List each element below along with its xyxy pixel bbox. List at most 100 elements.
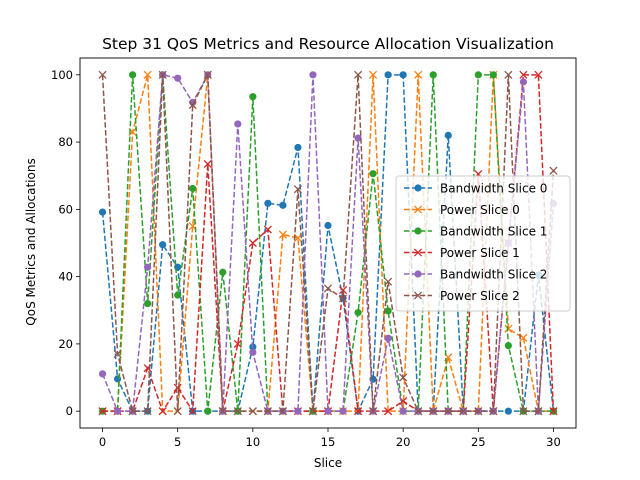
data-point: [429, 71, 437, 79]
data-point: [204, 407, 212, 415]
data-point: [218, 407, 227, 416]
data-point: [279, 201, 287, 209]
data-point: [399, 71, 407, 79]
legend: Bandwidth Slice 0 Power Slice 0 Bandwidth …: [395, 175, 571, 312]
data-point: [324, 407, 332, 415]
data-point: [354, 134, 362, 142]
y-tick-label: 0: [66, 404, 73, 418]
y-tick-label: 60: [58, 202, 73, 216]
data-point: [174, 291, 182, 299]
data-point: [219, 268, 227, 276]
data-point: [399, 373, 408, 382]
data-point: [399, 407, 407, 415]
data-point: [98, 370, 107, 378]
y-tick-label: 100: [51, 68, 73, 82]
y-tick-label: 20: [58, 337, 73, 351]
data-point: [294, 407, 302, 415]
data-point: [249, 93, 257, 101]
data-point: [338, 294, 348, 303]
data-point: [143, 407, 152, 416]
data-point: [113, 407, 122, 415]
plot-area: [98, 70, 558, 416]
x-tick-label: 20: [396, 435, 411, 449]
data-point: [263, 407, 272, 416]
data-point: [519, 407, 528, 416]
legend-item: Bandwidth Slice 1: [404, 225, 547, 239]
legend-label: Bandwidth Slice 0: [440, 182, 547, 196]
data-point: [339, 407, 347, 415]
legend-item: Power Slice 2: [404, 289, 520, 303]
data-point: [354, 70, 363, 79]
data-point: [354, 407, 363, 416]
x-tick-label: 15: [321, 435, 336, 449]
x-axis-label: Slice: [314, 456, 342, 470]
data-point: [159, 241, 167, 249]
data-point: [203, 70, 212, 79]
x-axis: 0 5 10 15 20 25 30: [99, 428, 561, 449]
data-point: [278, 407, 287, 416]
legend-label: Bandwidth Slice 2: [440, 268, 547, 282]
legend-item: Bandwidth Slice 0: [404, 182, 547, 196]
data-point: [173, 383, 182, 392]
legend-label: Power Slice 0: [440, 203, 520, 217]
data-point: [113, 349, 122, 359]
data-point: [549, 166, 558, 175]
x-tick-label: 5: [174, 435, 181, 449]
data-point: [278, 230, 287, 239]
data-point: [369, 407, 378, 416]
data-point: [504, 407, 512, 415]
data-point: [369, 70, 378, 79]
data-point: [323, 284, 333, 293]
legend-label: Power Slice 1: [440, 246, 520, 260]
data-point: [143, 70, 152, 79]
data-point: [158, 70, 167, 79]
data-point: [384, 307, 392, 315]
data-point: [504, 324, 513, 333]
data-point: [308, 407, 318, 416]
data-point: [519, 78, 527, 86]
data-point: [459, 407, 468, 416]
data-point: [264, 199, 272, 207]
legend-item: Bandwidth Slice 2: [404, 268, 547, 282]
legend-label: Power Slice 2: [440, 289, 520, 303]
data-point: [414, 70, 423, 79]
data-point: [128, 407, 137, 416]
data-point: [144, 299, 152, 308]
y-tick-label: 40: [58, 270, 73, 284]
data-point: [369, 375, 377, 383]
data-point: [384, 277, 393, 286]
data-point: [354, 309, 362, 317]
data-point: [534, 407, 543, 416]
data-point: [248, 238, 257, 248]
data-point: [429, 407, 438, 416]
data-point: [384, 71, 392, 79]
data-point: [294, 143, 302, 152]
data-point: [489, 407, 498, 416]
legend-box: [395, 175, 571, 312]
data-point: [98, 70, 107, 79]
x-tick-label: 10: [246, 435, 261, 449]
data-point: [384, 407, 393, 416]
data-point: [98, 208, 107, 216]
data-point: [189, 184, 197, 193]
data-point: [504, 70, 513, 79]
legend-marker: [414, 270, 422, 278]
data-point: [158, 407, 167, 416]
data-point: [249, 348, 257, 356]
data-point: [369, 170, 377, 178]
legend-label: Bandwidth Slice 1: [440, 225, 547, 239]
data-point: [293, 185, 302, 194]
data-point: [474, 71, 482, 79]
data-point: [519, 70, 528, 79]
data-point: [474, 407, 483, 416]
y-axis: 0 20 40 60 80 100: [51, 68, 80, 418]
y-tick-label: 80: [58, 135, 73, 149]
legend-marker: [413, 291, 423, 300]
x-tick-label: 0: [99, 435, 106, 449]
legend-marker: [414, 227, 422, 235]
data-point: [234, 120, 242, 128]
data-point: [384, 334, 392, 342]
x-tick-label: 30: [546, 435, 561, 449]
data-point: [188, 407, 197, 416]
